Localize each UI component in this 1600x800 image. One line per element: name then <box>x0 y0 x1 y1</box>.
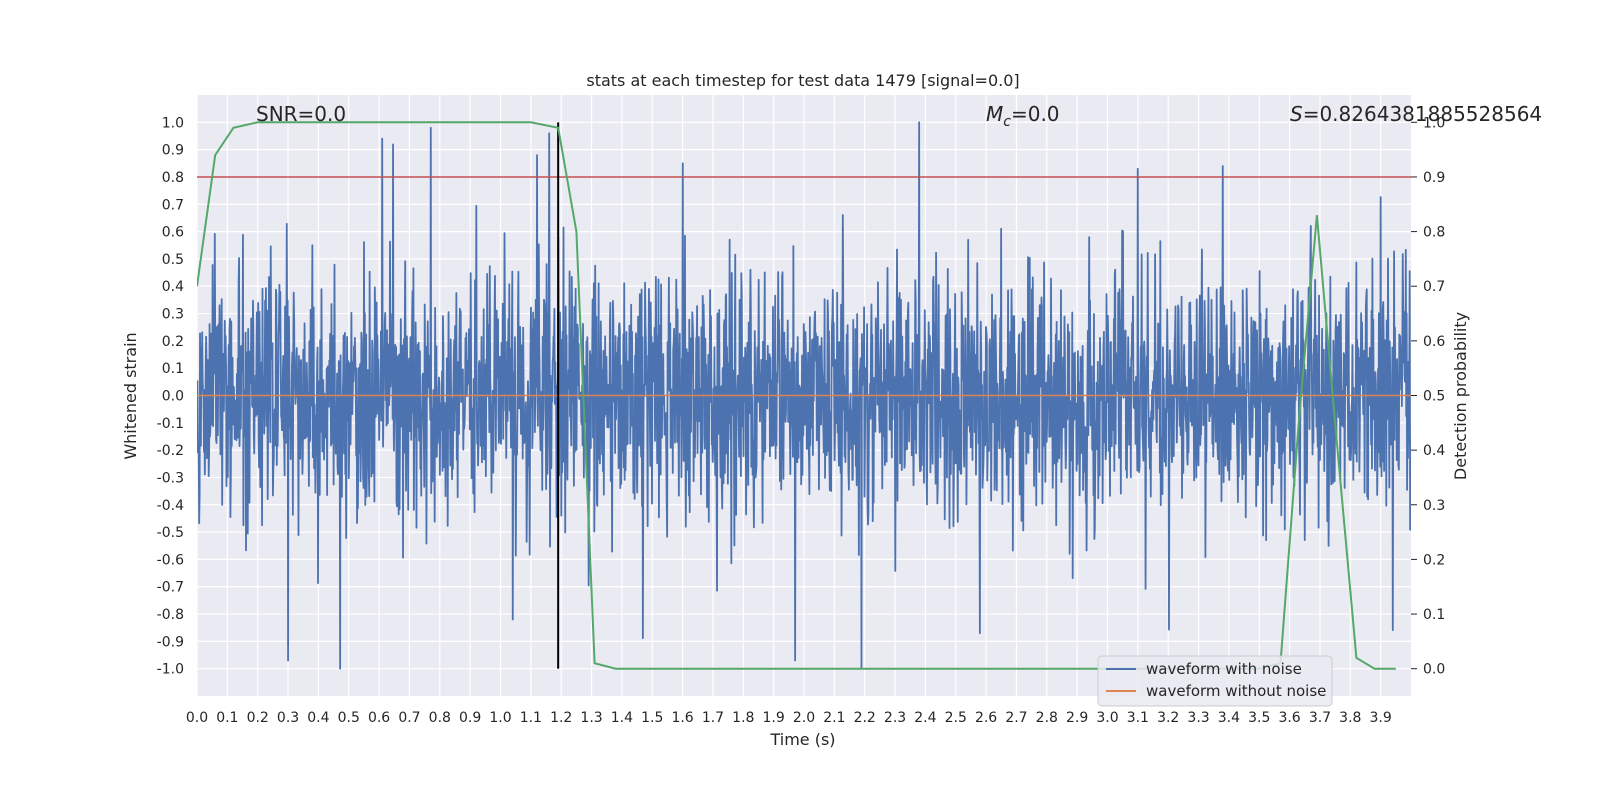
y-tick-label: -0.1 <box>157 416 184 432</box>
y2-tick-label: 0.9 <box>1423 170 1445 186</box>
y2-tick-label: 0.5 <box>1423 389 1445 405</box>
x-tick-label: 0.1 <box>216 710 238 726</box>
x-tick-label: 3.0 <box>1096 710 1118 726</box>
y-tick-label: -0.9 <box>157 634 184 650</box>
x-tick-label: 1.6 <box>671 710 693 726</box>
y2-tick-label: 0.2 <box>1423 552 1445 568</box>
x-tick-label: 0.8 <box>429 710 451 726</box>
y-tick-label: 0.6 <box>162 225 184 241</box>
x-tick-label: 0.7 <box>398 710 420 726</box>
y-tick-label: -0.3 <box>157 470 184 486</box>
legend-label-waveform-without-noise: waveform without noise <box>1146 682 1326 700</box>
x-tick-label: 1.2 <box>550 710 572 726</box>
y-tick-label: 0.5 <box>162 252 184 268</box>
legend-box <box>1097 655 1333 707</box>
y2-tick-label: 0.7 <box>1423 279 1445 295</box>
x-tick-label: 1.8 <box>732 710 754 726</box>
chart-title: stats at each timestep for test data 147… <box>586 71 1019 90</box>
y-tick-label: 0.0 <box>162 389 184 405</box>
x-tick-label: 2.1 <box>823 710 845 726</box>
y2-tick-label: 0.0 <box>1423 662 1445 678</box>
waveform-with-noise-line <box>197 121 1411 670</box>
y2-tick-label: 0.1 <box>1423 607 1445 623</box>
y2-axis-label: Detection probability <box>1451 312 1470 480</box>
x-tick-label: 3.9 <box>1370 710 1392 726</box>
y-tick-label: 0.7 <box>162 197 184 213</box>
x-tick-label: 2.5 <box>945 710 967 726</box>
x-axis-ticks: 0.0 0.1 0.2 0.3 0.4 0.5 0.6 0.7 0.8 0.9 1.0 1.1 1.2 1… <box>186 710 1392 726</box>
s-annotation: S=0.8264381885528564 <box>1290 102 1542 126</box>
y-tick-label: -0.8 <box>157 607 184 623</box>
mc-annotation: Mc=0.0 <box>986 102 1060 130</box>
x-tick-label: 1.1 <box>520 710 542 726</box>
y-tick-label: -0.4 <box>157 498 184 514</box>
y-axis-label: Whitened strain <box>121 332 140 459</box>
y-tick-label: 1.0 <box>162 115 184 131</box>
x-tick-label: 1.4 <box>611 710 633 726</box>
x-tick-label: 3.1 <box>1127 710 1149 726</box>
x-tick-label: 1.9 <box>763 710 785 726</box>
x-axis-label: Time (s) <box>769 730 835 749</box>
y2-tick-label: 0.6 <box>1423 334 1445 350</box>
y-tick-label: 0.1 <box>162 361 184 377</box>
y-tick-label: 0.8 <box>162 170 184 186</box>
x-tick-label: 3.7 <box>1309 710 1331 726</box>
x-tick-label: 3.5 <box>1248 710 1270 726</box>
y2-tick-label: 0.8 <box>1423 225 1445 241</box>
x-tick-label: 0.9 <box>459 710 481 726</box>
x-tick-label: 0.4 <box>307 710 329 726</box>
x-tick-label: 1.0 <box>489 710 511 726</box>
y-tick-label: -0.7 <box>157 580 184 596</box>
x-tick-label: 2.6 <box>975 710 997 726</box>
y-tick-label: -0.6 <box>157 552 184 568</box>
y-tick-label: -0.2 <box>157 443 184 459</box>
x-tick-label: 2.3 <box>884 710 906 726</box>
x-tick-label: 2.4 <box>914 710 936 726</box>
x-tick-label: 3.8 <box>1339 710 1361 726</box>
x-tick-label: 2.8 <box>1036 710 1058 726</box>
legend: waveform with noise waveform without noi… <box>1097 655 1333 707</box>
x-tick-label: 3.3 <box>1187 710 1209 726</box>
y-axis-ticks: 1.0 0.9 0.8 0.7 0.6 0.5 0.4 0.3 0.2 0.1 0.0 -0.1 -0.… <box>157 115 184 677</box>
y2-tick-label: 0.4 <box>1423 443 1445 459</box>
x-tick-label: 3.4 <box>1218 710 1240 726</box>
x-tick-label: 2.9 <box>1066 710 1088 726</box>
x-tick-label: 0.0 <box>186 710 208 726</box>
x-tick-label: 2.2 <box>854 710 876 726</box>
x-tick-label: 1.3 <box>580 710 602 726</box>
x-tick-label: 1.5 <box>641 710 663 726</box>
y2-tick-label: 1.0 <box>1423 115 1445 131</box>
x-tick-label: 0.6 <box>368 710 390 726</box>
y2-tick-label: 0.3 <box>1423 498 1445 514</box>
x-tick-label: 1.7 <box>702 710 724 726</box>
y-tick-label: 0.3 <box>162 307 184 323</box>
y-tick-label: 0.4 <box>162 279 184 295</box>
y-tick-label: 0.2 <box>162 334 184 350</box>
x-tick-label: 0.2 <box>247 710 269 726</box>
x-tick-label: 3.6 <box>1278 710 1300 726</box>
x-tick-label: 2.0 <box>793 710 815 726</box>
detection-probability-line <box>197 121 1396 670</box>
x-tick-label: 0.5 <box>338 710 360 726</box>
y-tick-label: 0.9 <box>162 143 184 159</box>
x-tick-label: 0.3 <box>277 710 299 726</box>
y-tick-label: -1.0 <box>157 662 184 678</box>
y2-axis-ticks: 1.0 0.9 0.8 0.7 0.6 0.5 0.4 0.3 0.2 0.1 0.0 <box>1411 115 1445 678</box>
y-tick-label: -0.5 <box>157 525 184 541</box>
snr-annotation: SNR=0.0 <box>256 102 346 126</box>
x-tick-label: 3.2 <box>1157 710 1179 726</box>
legend-label-waveform-with-noise: waveform with noise <box>1146 660 1302 678</box>
x-tick-label: 2.7 <box>1005 710 1027 726</box>
